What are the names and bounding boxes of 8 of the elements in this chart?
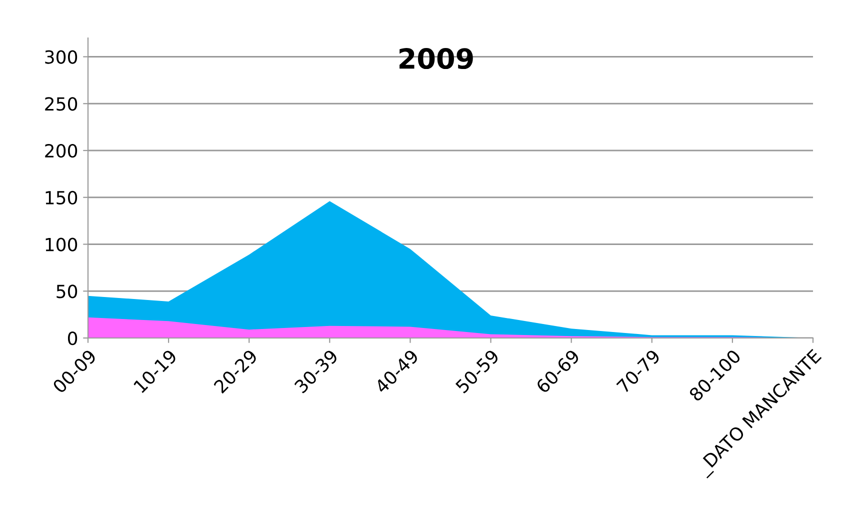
y-tick-label: 200: [45, 144, 78, 158]
y-tick-label: 150: [46, 190, 78, 204]
y-tick-label: 100: [46, 238, 78, 252]
y-tick-label: 250: [45, 97, 78, 111]
y-tick-label: 300: [45, 50, 78, 64]
chart-title: 2009: [400, 48, 473, 70]
y-tick-label: 0: [68, 331, 78, 346]
y-tick-label: 50: [56, 284, 78, 298]
